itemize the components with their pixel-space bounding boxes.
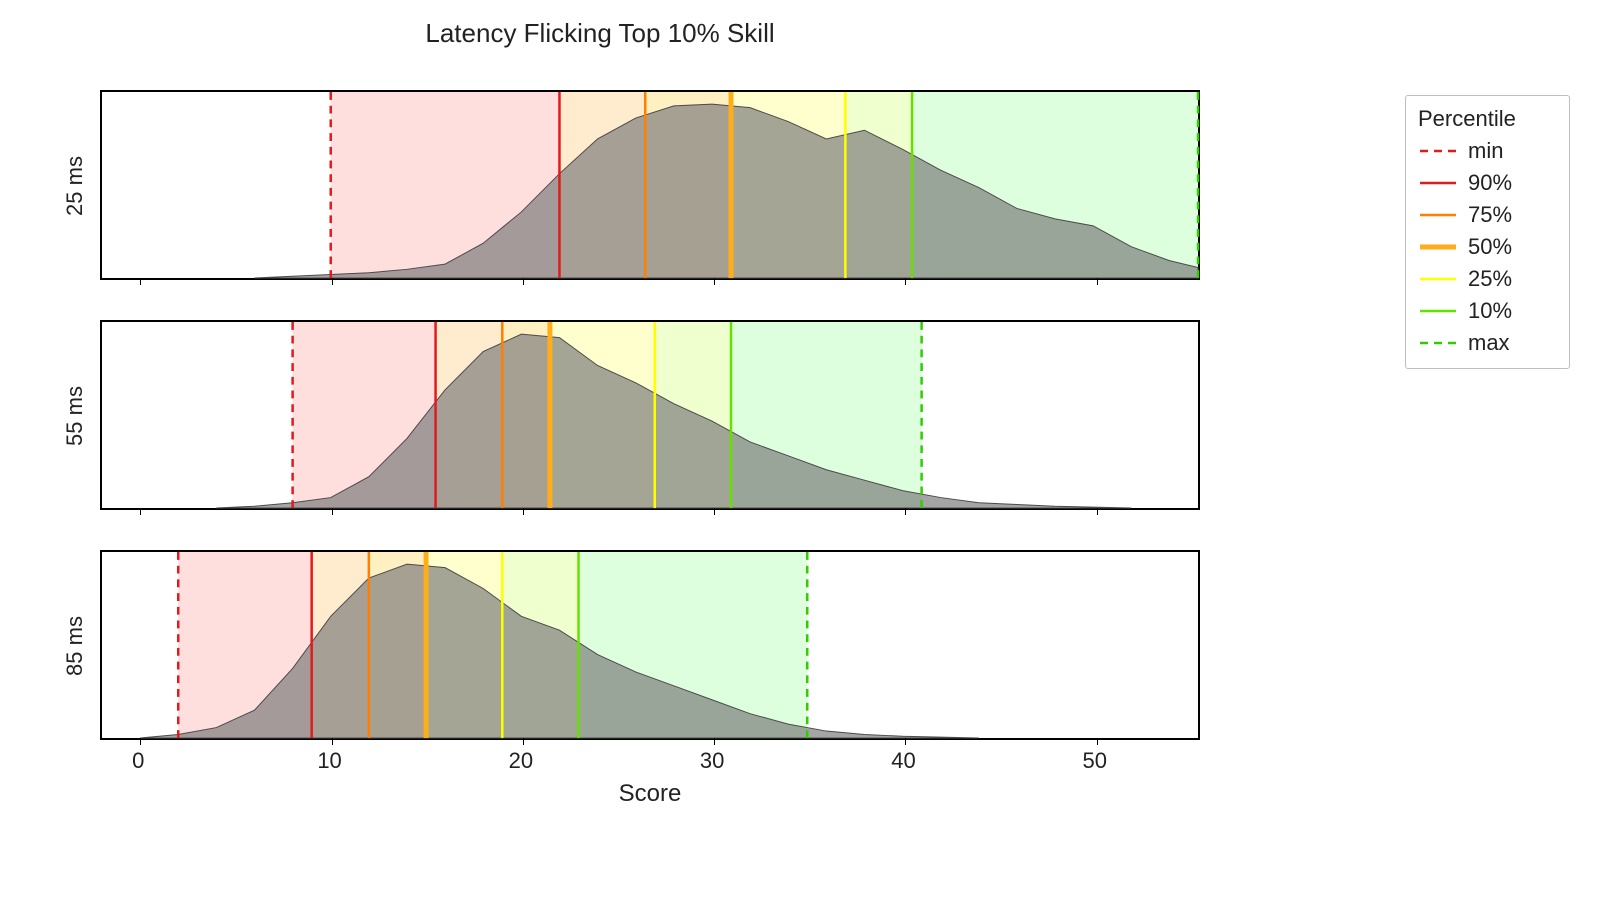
xtick-mark xyxy=(140,738,141,745)
legend-item-min: min xyxy=(1418,138,1557,164)
legend-swatch-max xyxy=(1418,333,1458,353)
xtick-mark xyxy=(905,278,906,285)
panel-ylabel: 85 ms xyxy=(62,616,88,676)
xtick-mark xyxy=(1097,738,1098,745)
legend-swatch-min xyxy=(1418,141,1458,161)
legend-label: 25% xyxy=(1468,266,1512,292)
legend-swatch-p90 xyxy=(1418,173,1458,193)
panel-55-ms xyxy=(100,320,1200,510)
xtick-mark xyxy=(905,738,906,745)
xtick-mark xyxy=(714,508,715,515)
xtick-label: 30 xyxy=(700,748,724,774)
legend-swatch-p25 xyxy=(1418,269,1458,289)
x-axis-label: Score xyxy=(100,780,1200,808)
xtick-mark xyxy=(714,738,715,745)
legend: Percentile min 90% 75% 50% 25% 10% max xyxy=(1405,95,1570,369)
xtick-label: 10 xyxy=(317,748,341,774)
legend-item-p50: 50% xyxy=(1418,234,1557,260)
legend-title: Percentile xyxy=(1418,106,1557,132)
panel-ylabel: 55 ms xyxy=(62,386,88,446)
legend-label: 75% xyxy=(1468,202,1512,228)
xtick-mark xyxy=(714,278,715,285)
chart-page: Latency Flicking Top 10% Skill 25 ms 55 m… xyxy=(0,0,1600,900)
xtick-mark xyxy=(332,278,333,285)
xtick-label: 50 xyxy=(1083,748,1107,774)
legend-item-p75: 75% xyxy=(1418,202,1557,228)
xtick-label: 40 xyxy=(891,748,915,774)
panel-ylabel: 25 ms xyxy=(62,156,88,216)
legend-item-p90: 90% xyxy=(1418,170,1557,196)
xtick-mark xyxy=(332,738,333,745)
chart-title: Latency Flicking Top 10% Skill xyxy=(0,18,1200,49)
xtick-mark xyxy=(332,508,333,515)
xtick-mark xyxy=(1097,278,1098,285)
legend-swatch-p50 xyxy=(1418,237,1458,257)
xtick-mark xyxy=(905,508,906,515)
legend-label: 90% xyxy=(1468,170,1512,196)
legend-item-p10: 10% xyxy=(1418,298,1557,324)
plot-area: 25 ms55 ms85 ms01020304050Score xyxy=(100,90,1200,820)
xtick-mark xyxy=(523,278,524,285)
legend-swatch-p75 xyxy=(1418,205,1458,225)
legend-item-p25: 25% xyxy=(1418,266,1557,292)
xtick-label: 20 xyxy=(509,748,533,774)
xtick-mark xyxy=(140,508,141,515)
xtick-label: 0 xyxy=(132,748,144,774)
panel-85-ms xyxy=(100,550,1200,740)
xtick-mark xyxy=(140,278,141,285)
legend-label: 50% xyxy=(1468,234,1512,260)
legend-label: max xyxy=(1468,330,1510,356)
legend-item-max: max xyxy=(1418,330,1557,356)
legend-label: min xyxy=(1468,138,1503,164)
xtick-mark xyxy=(523,738,524,745)
legend-label: 10% xyxy=(1468,298,1512,324)
xtick-mark xyxy=(1097,508,1098,515)
xtick-mark xyxy=(523,508,524,515)
panel-25-ms xyxy=(100,90,1200,280)
legend-swatch-p10 xyxy=(1418,301,1458,321)
